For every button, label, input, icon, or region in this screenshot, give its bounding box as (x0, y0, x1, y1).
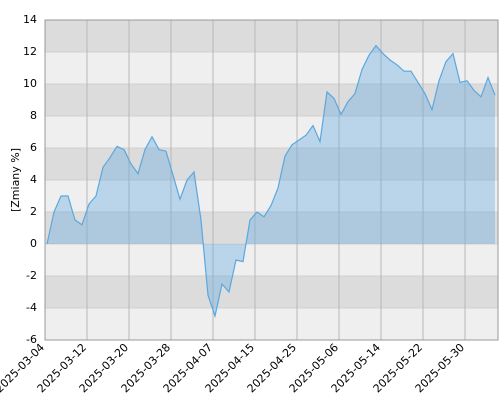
y-tick-label: -2 (26, 269, 37, 282)
y-tick-label: -4 (26, 301, 37, 314)
y-tick-label: 2 (30, 205, 37, 218)
area (47, 45, 495, 316)
band (45, 276, 498, 308)
band (45, 308, 498, 340)
plot-frame (44, 19, 499, 341)
y-tick-label: 14 (23, 13, 37, 26)
band (45, 244, 498, 276)
y-tick-label: 0 (30, 237, 37, 250)
band (45, 20, 498, 52)
y-tick-label: -6 (26, 333, 37, 346)
y-axis-label: [Zmiany %] (9, 148, 22, 212)
y-tick-label: 4 (30, 173, 37, 186)
line (46, 44, 496, 319)
y-tick-label: 8 (30, 109, 37, 122)
y-tick-label: 6 (30, 141, 37, 154)
band (45, 52, 498, 84)
y-tick-label: 10 (23, 77, 37, 90)
y-tick-label: 12 (23, 45, 37, 58)
